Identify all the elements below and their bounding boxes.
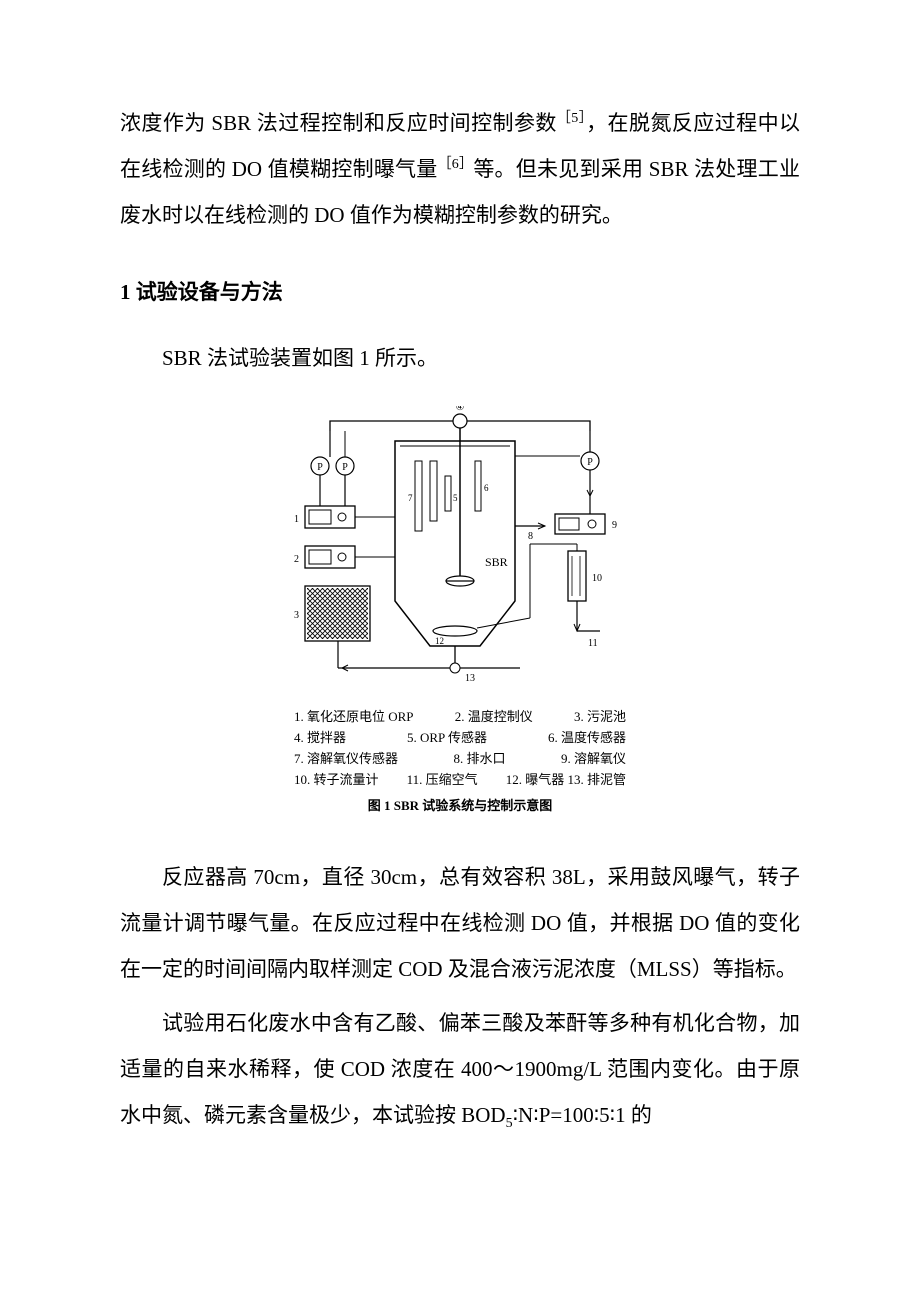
legend-item: 7. 溶解氧仪传感器	[294, 749, 398, 770]
paragraph-wastewater: 试验用石化废水中含有乙酸、偏苯三酸及苯酐等多种有机化合物，加适量的自来水稀释，使…	[120, 1000, 800, 1140]
svg-text:P: P	[342, 462, 348, 473]
svg-text:8: 8	[528, 531, 533, 542]
svg-text:7: 7	[408, 493, 413, 503]
figure-legend: 1. 氧化还原电位 ORP 2. 温度控制仪 3. 污泥池 4. 搅拌器 5. …	[290, 707, 630, 817]
svg-text:3: 3	[294, 610, 299, 621]
legend-item: 2. 温度控制仪	[455, 707, 533, 728]
svg-text:P: P	[317, 462, 323, 473]
svg-text:13: 13	[465, 673, 475, 684]
svg-text:9: 9	[612, 520, 617, 531]
paragraph-reactor: 反应器高 70cm，直径 30cm，总有效容积 38L，采用鼓风曝气，转子流量计…	[120, 854, 800, 993]
legend-item: 9. 溶解氧仪	[561, 749, 626, 770]
legend-item: 10. 转子流量计	[294, 770, 379, 791]
svg-text:1: 1	[294, 514, 299, 525]
sbr-schematic-svg: ④ P P 1 2	[290, 406, 630, 686]
citation-ref: ［5］	[557, 111, 586, 126]
svg-text:11: 11	[588, 638, 598, 649]
text-segment: 浓度作为 SBR 法过程控制和反应时间控制参数	[120, 111, 557, 135]
paragraph-intro: 浓度作为 SBR 法过程控制和反应时间控制参数［5］，在脱氮反应过程中以在线检测…	[120, 100, 800, 239]
legend-item: 4. 搅拌器	[294, 728, 346, 749]
svg-text:5: 5	[453, 493, 458, 503]
legend-row: 10. 转子流量计 11. 压缩空气 12. 曝气器 13. 排泥管	[290, 770, 630, 791]
svg-text:6: 6	[484, 483, 489, 493]
legend-row: 4. 搅拌器 5. ORP 传感器 6. 温度传感器	[290, 728, 630, 749]
citation-ref: ［6］	[438, 157, 474, 172]
legend-item: 6. 温度传感器	[548, 728, 626, 749]
figure-diagram: ④ P P 1 2	[290, 406, 630, 699]
svg-text:P: P	[587, 457, 593, 468]
svg-text:2: 2	[294, 554, 299, 565]
figure-caption: 图 1 SBR 试验系统与控制示意图	[290, 796, 630, 817]
legend-row: 7. 溶解氧仪传感器 8. 排水口 9. 溶解氧仪	[290, 749, 630, 770]
subscript: 5	[506, 1117, 513, 1132]
sbr-label: SBR	[485, 555, 508, 569]
section-heading-1: 1 试验设备与方法	[120, 269, 800, 315]
legend-item: 11. 压缩空气	[407, 770, 478, 791]
legend-row: 1. 氧化还原电位 ORP 2. 温度控制仪 3. 污泥池	[290, 707, 630, 728]
svg-text:10: 10	[592, 573, 602, 584]
paragraph-sbr-intro: SBR 法试验装置如图 1 所示。	[120, 335, 800, 381]
text-segment: 试验用石化废水中含有乙酸、偏苯三酸及苯酐等多种有机化合物，加适量的自来水稀释，使…	[120, 1011, 800, 1127]
legend-item: 5. ORP 传感器	[407, 728, 487, 749]
legend-item: 3. 污泥池	[574, 707, 626, 728]
svg-text:④: ④	[456, 406, 465, 413]
text-segment: ∶N∶P=100∶5∶1 的	[513, 1103, 652, 1127]
svg-text:12: 12	[435, 636, 444, 646]
figure-1: ④ P P 1 2	[120, 406, 800, 824]
legend-item: 8. 排水口	[453, 749, 505, 770]
legend-item: 1. 氧化还原电位 ORP	[294, 707, 414, 728]
legend-item: 12. 曝气器 13. 排泥管	[506, 770, 626, 791]
